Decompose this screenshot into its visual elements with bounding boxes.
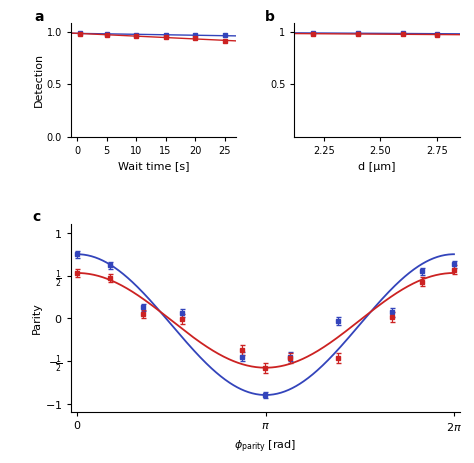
Y-axis label: Detection: Detection xyxy=(34,53,44,107)
X-axis label: Wait time [s]: Wait time [s] xyxy=(118,162,190,171)
Text: a: a xyxy=(35,10,44,24)
X-axis label: $\phi_{\mathrm{parity}}$ [rad]: $\phi_{\mathrm{parity}}$ [rad] xyxy=(234,438,297,455)
X-axis label: d [μm]: d [μm] xyxy=(358,162,396,171)
Y-axis label: Parity: Parity xyxy=(32,302,42,334)
Text: b: b xyxy=(264,10,274,24)
Text: c: c xyxy=(32,210,40,224)
